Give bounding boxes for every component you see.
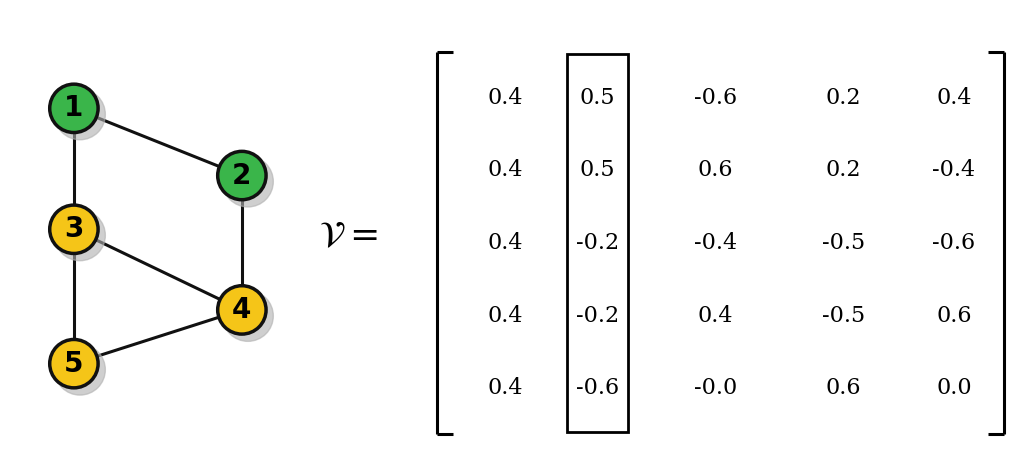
- Text: -0.2: -0.2: [576, 232, 619, 254]
- Text: 0.4: 0.4: [488, 378, 522, 399]
- Text: 0.4: 0.4: [937, 87, 971, 109]
- Text: -0.5: -0.5: [822, 232, 865, 254]
- Text: -0.6: -0.6: [932, 232, 975, 254]
- Circle shape: [50, 205, 98, 253]
- Circle shape: [55, 210, 105, 261]
- Circle shape: [50, 84, 98, 133]
- Text: -0.6: -0.6: [576, 378, 619, 399]
- Text: -0.4: -0.4: [932, 160, 975, 181]
- Circle shape: [55, 89, 105, 140]
- Text: 0.5: 0.5: [580, 87, 615, 109]
- Text: 0.4: 0.4: [488, 305, 522, 327]
- Text: 0.4: 0.4: [697, 305, 733, 327]
- Text: 0.6: 0.6: [937, 305, 971, 327]
- Text: 0.5: 0.5: [580, 160, 615, 181]
- Text: 0.6: 0.6: [826, 378, 861, 399]
- Text: 0.0: 0.0: [937, 378, 971, 399]
- Text: 0.4: 0.4: [488, 232, 522, 254]
- Text: -0.2: -0.2: [576, 305, 619, 327]
- Text: 3: 3: [64, 215, 83, 243]
- Text: $\mathcal{V}=$: $\mathcal{V}=$: [319, 219, 378, 253]
- Circle shape: [218, 286, 266, 334]
- Text: -0.5: -0.5: [822, 305, 865, 327]
- Circle shape: [223, 291, 273, 341]
- Circle shape: [218, 152, 266, 200]
- Circle shape: [50, 339, 98, 388]
- Text: 0.4: 0.4: [488, 87, 522, 109]
- Text: 0.2: 0.2: [826, 87, 861, 109]
- Text: -0.0: -0.0: [693, 378, 737, 399]
- Text: 4: 4: [232, 296, 251, 324]
- Text: 5: 5: [64, 350, 83, 378]
- Circle shape: [55, 344, 105, 395]
- Text: 1: 1: [64, 94, 83, 122]
- Text: -0.6: -0.6: [693, 87, 737, 109]
- Circle shape: [223, 156, 273, 207]
- Text: 0.4: 0.4: [488, 160, 522, 181]
- Text: 2: 2: [232, 161, 251, 190]
- Text: -0.4: -0.4: [693, 232, 737, 254]
- Text: 0.6: 0.6: [697, 160, 733, 181]
- Text: 0.2: 0.2: [826, 160, 861, 181]
